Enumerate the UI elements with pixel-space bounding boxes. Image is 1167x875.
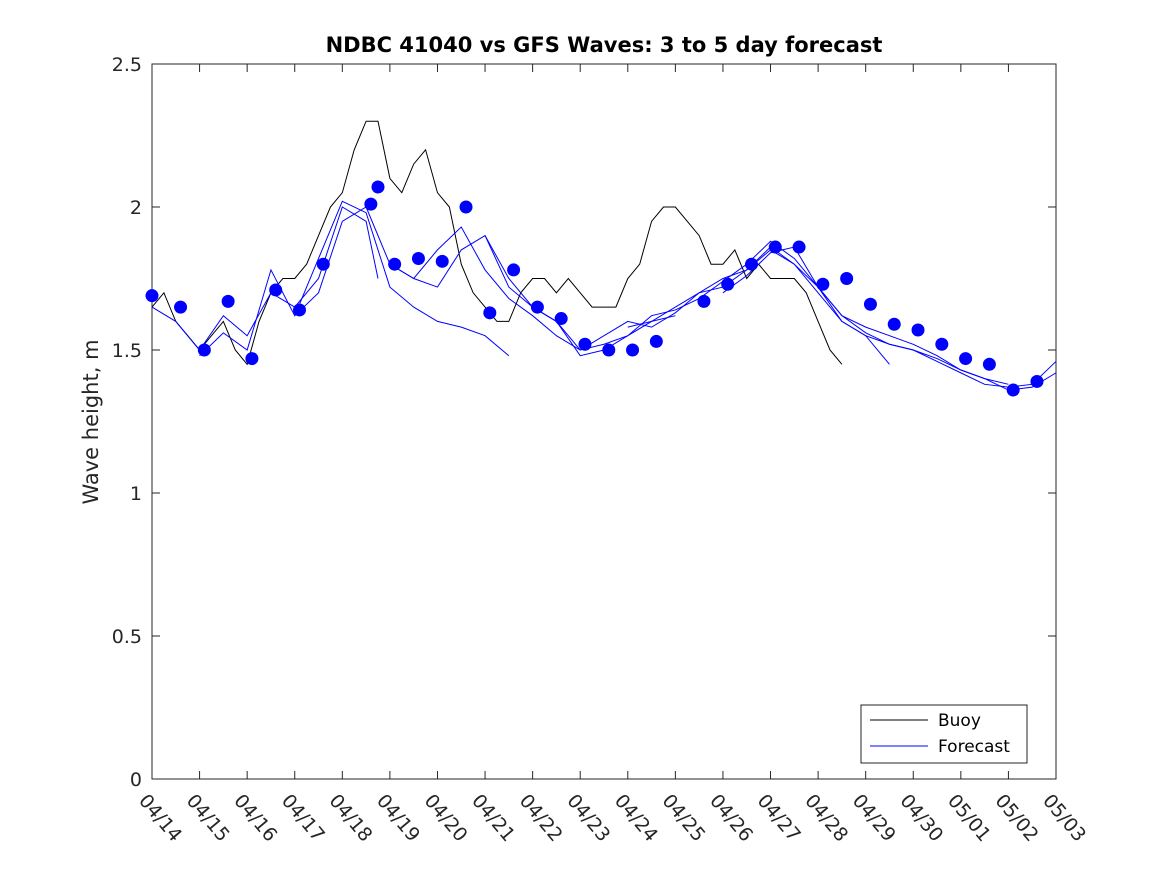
x-tick-label: 04/15 xyxy=(182,790,234,846)
forecast-point xyxy=(411,251,425,265)
buoy-line xyxy=(151,120,843,366)
forecast-point xyxy=(174,300,188,314)
x-tick-label: 05/02 xyxy=(991,790,1043,846)
legend-box xyxy=(860,704,1028,764)
x-tick-label: 05/01 xyxy=(943,790,995,846)
forecast-point xyxy=(887,317,901,331)
forecast-point xyxy=(911,323,925,337)
forecast-point xyxy=(959,352,973,366)
forecast-point xyxy=(388,257,402,271)
forecast-point xyxy=(602,343,616,357)
x-tick-label: 04/22 xyxy=(515,790,567,846)
forecast-point xyxy=(435,254,449,268)
x-tick-label: 04/19 xyxy=(372,790,424,846)
forecast-point xyxy=(578,337,592,351)
forecast-run-line xyxy=(627,249,1057,388)
forecast-point xyxy=(245,352,259,366)
x-tick-label: 04/20 xyxy=(420,790,472,846)
forecast-point xyxy=(935,337,949,351)
forecast-point xyxy=(221,294,235,308)
forecast-point xyxy=(269,283,283,297)
forecast-point xyxy=(292,303,306,317)
y-tick-label: 2.5 xyxy=(112,54,142,76)
forecast-run-line xyxy=(199,200,510,357)
x-tick-label: 04/14 xyxy=(134,790,186,846)
y-tick-label: 0 xyxy=(130,769,142,791)
forecast-point xyxy=(863,297,877,311)
y-tick-label: 0.5 xyxy=(112,626,142,648)
x-tick-label: 04/28 xyxy=(800,790,852,846)
forecast-point xyxy=(649,334,663,348)
x-tick-label: 04/18 xyxy=(324,790,376,846)
y-tick-label: 1.5 xyxy=(112,340,142,362)
x-tick-label: 04/23 xyxy=(562,790,614,846)
forecast-point xyxy=(840,272,854,285)
forecast-point xyxy=(1030,374,1044,388)
plot-area xyxy=(151,63,1057,780)
legend-buoy-label: Buoy xyxy=(938,711,981,731)
x-tick-label: 04/30 xyxy=(895,790,947,846)
forecast-point xyxy=(768,240,782,254)
x-tick-label: 04/29 xyxy=(848,790,900,846)
y-ticks: 0 0.5 1 1.5 2 2.5 xyxy=(112,54,1056,791)
x-tick-label: 04/27 xyxy=(753,790,805,846)
forecast-point xyxy=(626,343,640,357)
forecast-point xyxy=(554,312,568,326)
y-tick-label: 1 xyxy=(130,483,142,505)
y-tick-label: 2 xyxy=(130,197,142,219)
forecast-point xyxy=(530,300,544,314)
plot-frame xyxy=(151,63,1057,780)
forecast-point xyxy=(197,343,211,357)
legend-forecast-label: Forecast xyxy=(938,737,1010,757)
legend: Buoy Forecast xyxy=(860,704,1028,764)
forecast-point xyxy=(507,263,521,277)
x-tick-label: 04/25 xyxy=(658,790,710,846)
forecast-point xyxy=(982,357,996,371)
x-tick-label: 05/03 xyxy=(1038,790,1090,846)
forecast-point xyxy=(721,277,735,291)
forecast-point xyxy=(1006,383,1020,397)
forecast-point xyxy=(697,294,711,308)
forecast-point xyxy=(816,277,830,291)
forecast-points xyxy=(145,180,1044,397)
y-axis-label: Wave height, m xyxy=(79,339,103,504)
x-tick-label: 04/24 xyxy=(610,790,662,846)
forecast-point xyxy=(364,197,378,211)
x-tick-label: 04/21 xyxy=(467,790,519,846)
forecast-point xyxy=(316,257,330,271)
forecast-point xyxy=(792,240,806,254)
x-tick-label: 04/17 xyxy=(277,790,329,846)
forecast-point xyxy=(459,200,473,214)
x-tick-label: 04/16 xyxy=(229,790,281,846)
x-tick-label: 04/26 xyxy=(705,790,757,846)
forecast-point xyxy=(744,257,758,271)
chart-title: NDBC 41040 vs GFS Waves: 3 to 5 day fore… xyxy=(326,33,883,57)
forecast-point xyxy=(145,289,159,303)
forecast-point xyxy=(371,180,385,194)
forecast-point xyxy=(483,306,497,320)
buoy-series xyxy=(151,120,843,366)
